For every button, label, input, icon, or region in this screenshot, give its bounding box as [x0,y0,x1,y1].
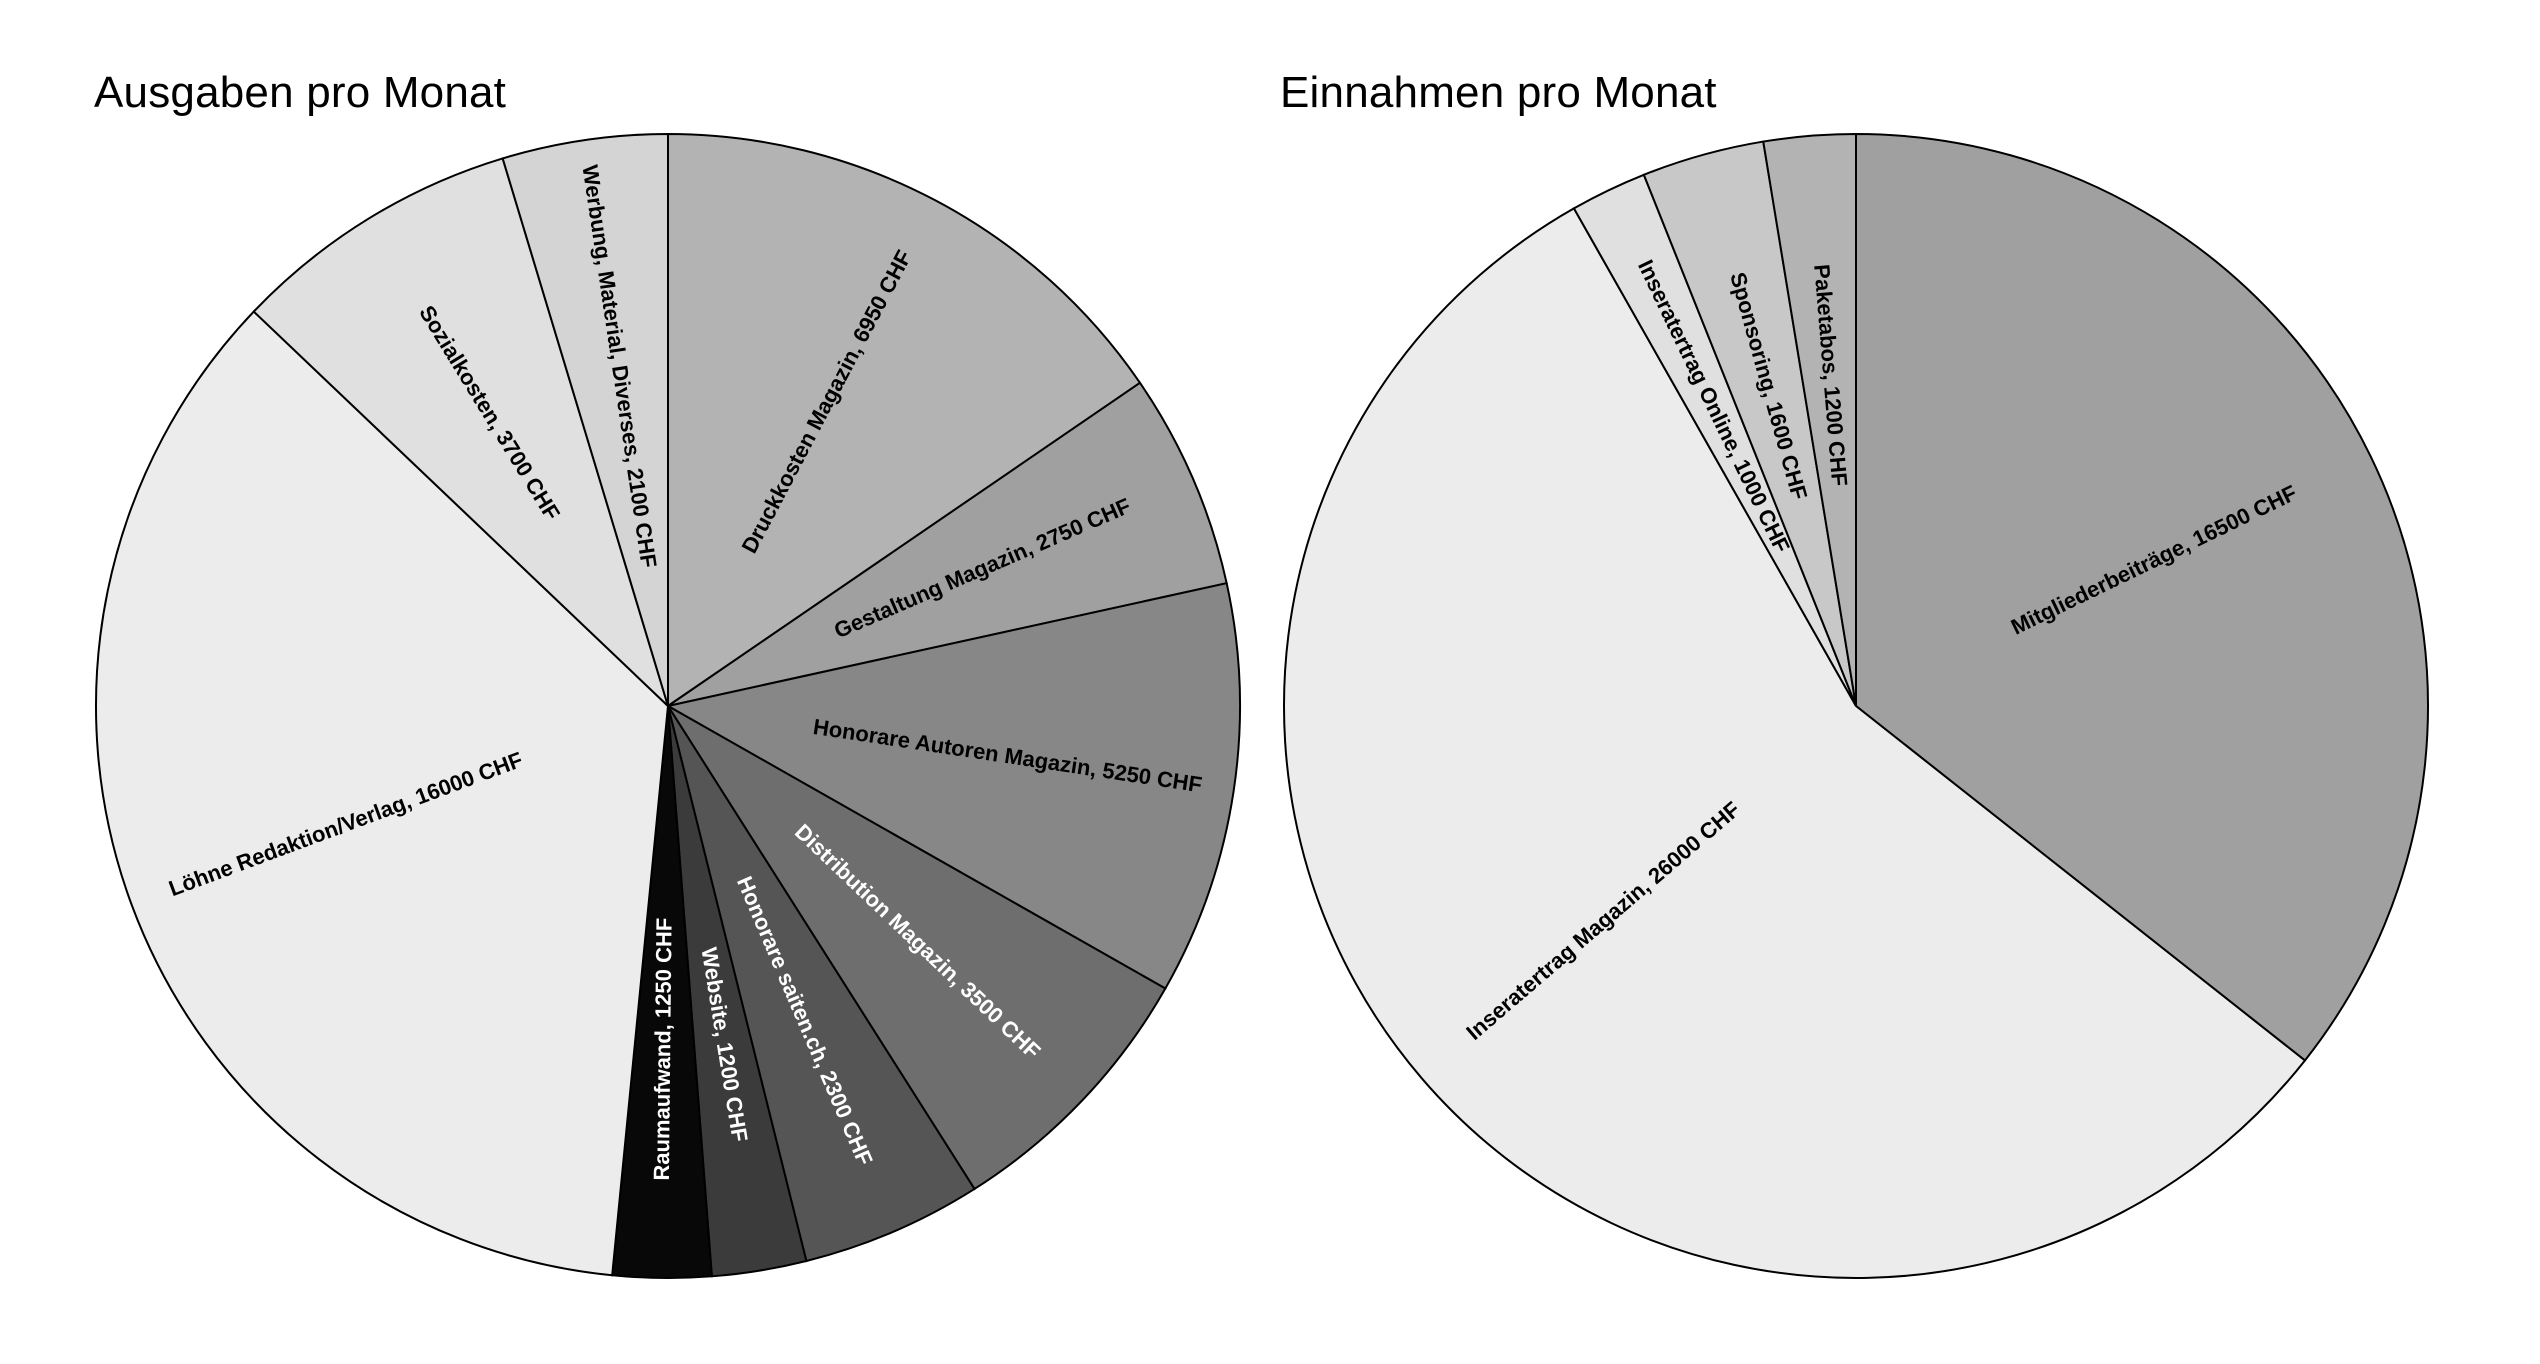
pie-slice-sozialkosten [252,157,671,710]
pie-ausgaben: Druckkosten Magazin, 6950 CHFGestaltung … [95,132,1241,1279]
pie-slice-loehne-redaktion-verlag [95,310,670,1277]
pie-slice-druckkosten-magazin [667,132,1142,708]
pie-einnahmen: Mitgliederbeiträge, 16500 CHFInseratertr… [1283,132,2429,1279]
pie-slice-paketabos [1762,132,1857,707]
pie-slice-gestaltung-magazin [667,381,1228,707]
chart-title-ausgaben: Ausgaben pro Monat [94,68,507,117]
slice-label-raumaufwand: Raumaufwand, 1250 CHF [649,918,677,1181]
pie-slice-werbung [501,132,669,707]
pie-slice-distribution-magazin [667,705,1167,1191]
pie-slice-honorare-saiten-ch [667,705,976,1263]
pie-slice-mitgliederbeitraege [1855,132,2429,1062]
chart-title-einnahmen: Einnahmen pro Monat [1280,68,1717,117]
pie-slice-honorare-autoren-magazin [665,581,1241,990]
pie-slice-inseratertrag-magazin [1283,207,2307,1279]
